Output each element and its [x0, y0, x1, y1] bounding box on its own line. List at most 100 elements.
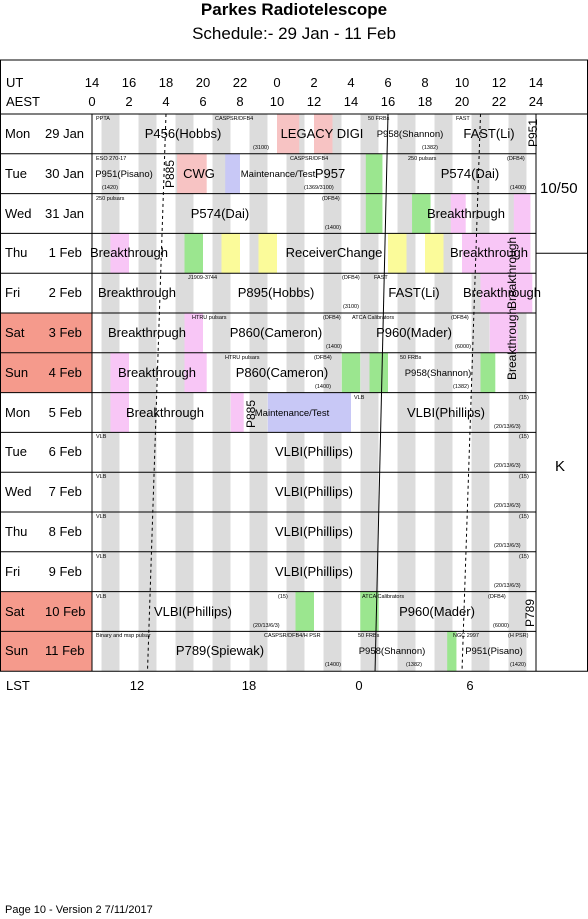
weekend-day-cell: [0, 591, 92, 632]
night-stripe: [286, 313, 305, 353]
night-stripe: [323, 352, 342, 393]
night-stripe: [397, 114, 416, 154]
block-note: (DFB4): [314, 354, 332, 361]
lst-tick: 12: [129, 678, 145, 693]
night-stripe: [175, 512, 194, 552]
night-stripe: [249, 591, 268, 632]
block-note: (1400): [315, 383, 331, 390]
night-stripe: [471, 551, 490, 592]
night-stripe: [323, 432, 342, 473]
side-count-label: 10/50: [540, 180, 578, 197]
block-note: (15): [519, 514, 529, 520]
block-note: (1420): [102, 184, 118, 191]
block-note: (DFB4): [323, 315, 341, 321]
block-note: (15): [519, 434, 529, 441]
night-stripe: [249, 273, 268, 313]
night-stripe: [212, 114, 231, 154]
night-stripe: [508, 591, 527, 632]
ut-tick: 22: [232, 75, 248, 90]
block-label: Breakthrough: [462, 285, 542, 301]
block-note: (1400): [510, 184, 526, 191]
ut-tick: 16: [121, 75, 137, 90]
page-title: Parkes Radiotelescope: [200, 0, 388, 19]
block-label: VLBI(Phillips): [274, 563, 354, 579]
block-label: Breakthrough: [125, 404, 205, 420]
block-label: Breakthrough: [426, 205, 506, 221]
schedule-block: [489, 313, 518, 353]
block-note: (1420): [510, 662, 526, 669]
day-date: 1 Feb: [45, 245, 82, 261]
schedule-block: [365, 193, 383, 234]
block-note: VLB: [96, 474, 107, 481]
block-note: (3100): [343, 304, 359, 311]
night-stripe: [138, 432, 157, 473]
block-note: FAST: [374, 275, 388, 282]
block-note: (20/13/6/3): [494, 503, 521, 510]
night-stripe: [212, 551, 231, 592]
night-stripe: [101, 591, 120, 632]
night-stripe: [434, 591, 453, 632]
day-label: Fri 2 Feb: [5, 285, 82, 300]
night-stripe: [175, 392, 194, 433]
night-stripe: [249, 631, 268, 672]
vertical-block-label: P885: [163, 159, 177, 188]
night-stripe: [397, 631, 416, 672]
block-note: 50 FRBs: [358, 633, 380, 640]
day-date: 5 Feb: [45, 404, 82, 420]
night-stripe: [175, 591, 194, 632]
block-note: (20/13/6/3): [494, 582, 521, 589]
night-stripe: [138, 551, 157, 592]
night-stripe: [471, 392, 490, 433]
weekend-day-cell: [0, 631, 92, 672]
night-stripe: [471, 114, 490, 154]
night-stripe: [212, 631, 231, 672]
block-note: (15): [519, 394, 529, 401]
block-note: (6000): [455, 344, 471, 350]
night-stripe: [286, 233, 305, 274]
night-stripe: [249, 352, 268, 393]
night-stripe: [508, 551, 527, 592]
vertical-block-label: Breakthrough: [505, 237, 519, 310]
page-footer: Page 10 - Version 2 7/11/2017: [5, 904, 153, 916]
night-stripe: [212, 352, 231, 393]
day-label: Sat 10 Feb: [5, 604, 85, 619]
block-note: (DFB4): [451, 315, 469, 321]
schedule-block: [225, 153, 240, 194]
lst-axis-label: LST: [6, 678, 30, 693]
aest-tick: 0: [88, 94, 96, 109]
day-name: Thu: [5, 524, 28, 539]
night-stripe: [101, 114, 120, 154]
day-date: 10 Feb: [45, 603, 86, 619]
day-name: Tue: [5, 165, 27, 181]
page-subtitle: Schedule:- 29 Jan - 11 Feb: [192, 24, 396, 43]
night-stripe: [360, 313, 379, 353]
schedule-block: [369, 352, 388, 393]
block-label: VLBI(Phillips): [274, 524, 354, 539]
night-stripe: [175, 193, 194, 234]
block-note: (15): [519, 553, 529, 560]
schedule-block: [450, 193, 466, 234]
day-date: 31 Jan: [45, 205, 85, 221]
night-stripe: [360, 392, 379, 433]
schedule-block: [341, 352, 361, 393]
night-stripe: [434, 432, 453, 473]
night-stripe: [286, 631, 305, 672]
day-label: Fri 9 Feb: [5, 564, 82, 579]
night-stripe: [286, 432, 305, 473]
ut-tick: 14: [84, 75, 100, 90]
night-stripe: [397, 273, 416, 313]
vertical-block-label: P789: [523, 598, 537, 627]
aest-tick: 24: [528, 94, 544, 109]
block-note: HTRU pulsars: [192, 315, 227, 321]
block-label: Breakthrough: [449, 245, 529, 261]
block-label: FAST(Li): [463, 126, 515, 141]
block-note: (1400): [325, 224, 341, 231]
night-stripe: [212, 392, 231, 433]
day-date: 2 Feb: [45, 285, 82, 301]
night-stripe: [360, 551, 379, 592]
night-stripe: [138, 512, 157, 552]
night-stripe: [323, 313, 342, 353]
schedule-block: [412, 193, 431, 234]
schedule-block: [184, 352, 207, 393]
night-stripe: [175, 114, 194, 154]
